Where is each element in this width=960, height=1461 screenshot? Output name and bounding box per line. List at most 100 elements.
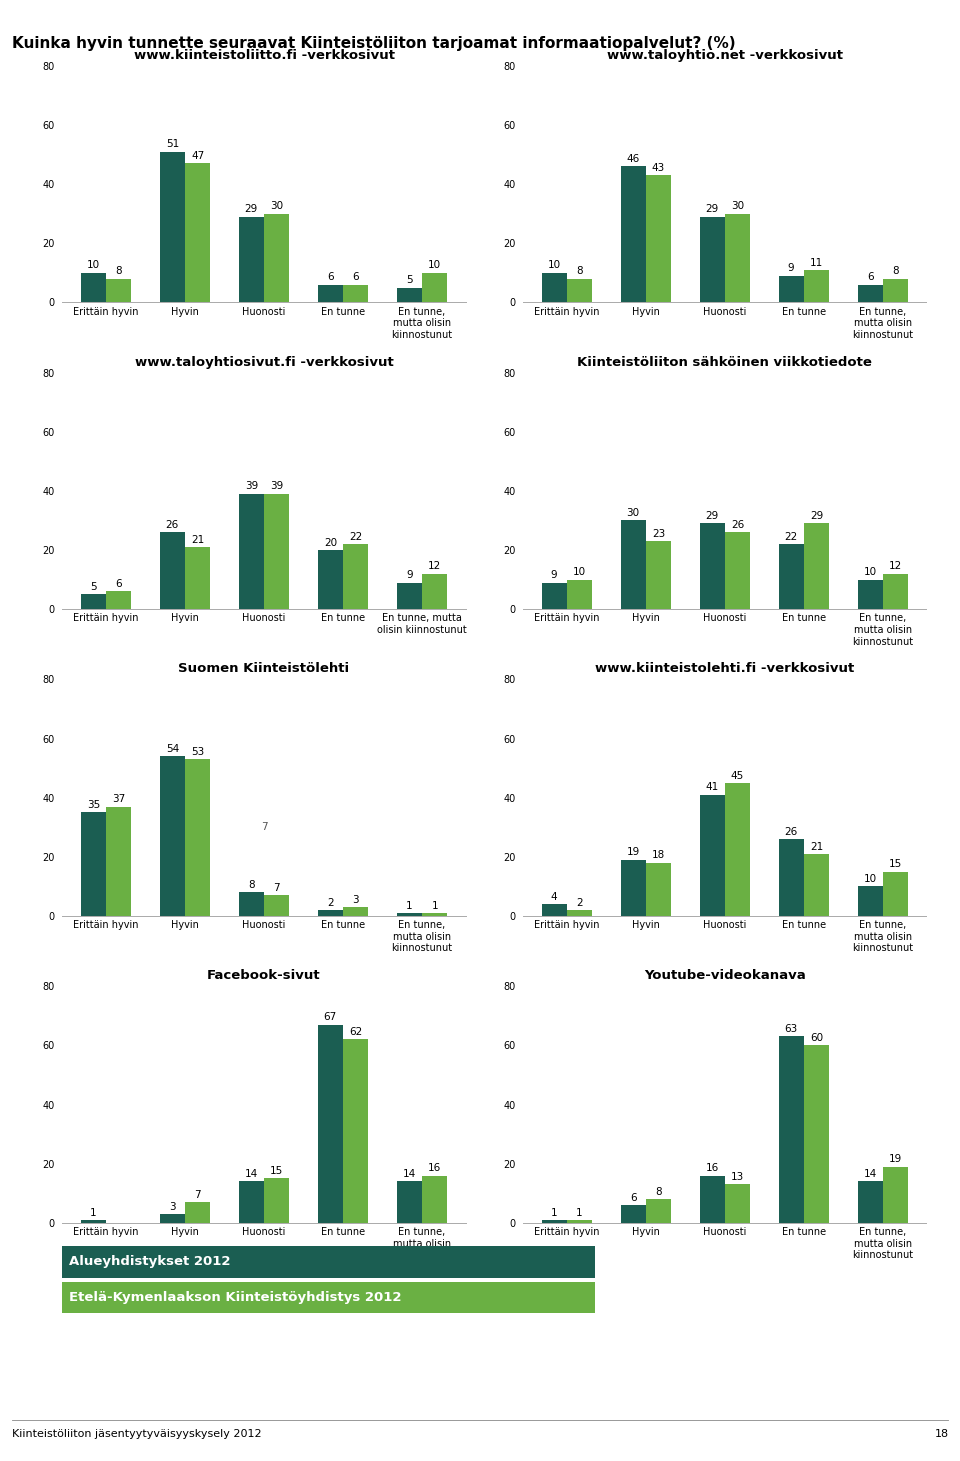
Text: 26: 26 bbox=[166, 520, 179, 530]
Text: 37: 37 bbox=[112, 795, 125, 804]
Text: 16: 16 bbox=[706, 1163, 719, 1173]
Text: 3: 3 bbox=[169, 1201, 176, 1211]
Text: 67: 67 bbox=[324, 1012, 337, 1023]
Bar bbox=[883, 872, 908, 916]
Text: 9: 9 bbox=[788, 263, 795, 273]
Bar bbox=[620, 1205, 646, 1223]
Text: 22: 22 bbox=[349, 532, 362, 542]
Text: 1: 1 bbox=[90, 1208, 97, 1217]
Bar bbox=[725, 783, 750, 916]
Text: 41: 41 bbox=[706, 783, 719, 792]
Bar bbox=[318, 910, 343, 916]
Bar bbox=[318, 1024, 343, 1223]
Bar bbox=[106, 279, 132, 302]
Bar bbox=[883, 1167, 908, 1223]
Text: 1: 1 bbox=[576, 1208, 583, 1217]
Bar bbox=[566, 1220, 592, 1223]
Bar bbox=[159, 757, 185, 916]
Text: 14: 14 bbox=[245, 1169, 258, 1179]
Bar bbox=[422, 1176, 447, 1223]
Bar bbox=[185, 546, 210, 609]
Bar bbox=[422, 273, 447, 302]
Bar bbox=[883, 574, 908, 609]
Bar bbox=[185, 164, 210, 302]
Bar bbox=[804, 523, 829, 609]
Bar bbox=[159, 152, 185, 302]
Bar bbox=[700, 216, 725, 302]
Bar bbox=[422, 574, 447, 609]
Text: 6: 6 bbox=[327, 272, 334, 282]
Title: Kiinteistöliiton sähköinen viikkotiedote: Kiinteistöliiton sähköinen viikkotiedote bbox=[577, 355, 873, 368]
Bar bbox=[857, 285, 883, 302]
Bar bbox=[646, 863, 671, 916]
Bar bbox=[396, 1182, 422, 1223]
Text: Alueyhdistykset 2012: Alueyhdistykset 2012 bbox=[69, 1255, 230, 1268]
Bar bbox=[106, 592, 132, 609]
Text: 26: 26 bbox=[784, 827, 798, 837]
Text: 1: 1 bbox=[431, 901, 438, 910]
Text: 63: 63 bbox=[784, 1024, 798, 1034]
Text: 21: 21 bbox=[810, 842, 823, 852]
Bar bbox=[804, 270, 829, 302]
Text: 1: 1 bbox=[406, 901, 413, 910]
Text: 10: 10 bbox=[864, 874, 876, 884]
Text: 5: 5 bbox=[90, 581, 97, 592]
Bar bbox=[396, 913, 422, 916]
Text: 8: 8 bbox=[115, 266, 122, 276]
Text: 35: 35 bbox=[86, 801, 100, 811]
Text: 45: 45 bbox=[731, 770, 744, 780]
Text: 10: 10 bbox=[573, 567, 586, 577]
Title: www.kiinteistoliitto.fi -verkkosivut: www.kiinteistoliitto.fi -verkkosivut bbox=[133, 48, 395, 61]
Bar bbox=[646, 175, 671, 302]
Title: Suomen Kiinteistölehti: Suomen Kiinteistölehti bbox=[179, 662, 349, 675]
Text: 8: 8 bbox=[655, 1186, 661, 1197]
Text: 53: 53 bbox=[191, 747, 204, 757]
Text: 43: 43 bbox=[652, 162, 665, 172]
Text: 19: 19 bbox=[889, 1154, 902, 1164]
Bar bbox=[264, 896, 289, 916]
Bar bbox=[159, 532, 185, 609]
Bar bbox=[318, 551, 343, 609]
Bar bbox=[185, 1202, 210, 1223]
Text: 20: 20 bbox=[324, 538, 337, 548]
Text: 14: 14 bbox=[864, 1169, 876, 1179]
Bar bbox=[343, 285, 369, 302]
Text: 14: 14 bbox=[403, 1169, 416, 1179]
Bar bbox=[620, 520, 646, 609]
Bar bbox=[343, 543, 369, 609]
Bar bbox=[185, 760, 210, 916]
Text: 6: 6 bbox=[115, 579, 122, 589]
Bar bbox=[159, 1214, 185, 1223]
Text: 7: 7 bbox=[261, 823, 267, 833]
Text: 9: 9 bbox=[551, 570, 558, 580]
Bar bbox=[857, 580, 883, 609]
Text: 19: 19 bbox=[627, 847, 639, 858]
Bar bbox=[700, 523, 725, 609]
Text: 47: 47 bbox=[191, 150, 204, 161]
Bar bbox=[106, 806, 132, 916]
Text: 12: 12 bbox=[428, 561, 442, 571]
Text: 8: 8 bbox=[576, 266, 583, 276]
Text: 6: 6 bbox=[867, 272, 874, 282]
Text: 1: 1 bbox=[551, 1208, 558, 1217]
Bar bbox=[857, 887, 883, 916]
Title: www.kiinteistolehti.fi -verkkosivut: www.kiinteistolehti.fi -verkkosivut bbox=[595, 662, 854, 675]
Text: 8: 8 bbox=[248, 880, 254, 890]
Text: 30: 30 bbox=[270, 202, 283, 212]
Bar bbox=[725, 1185, 750, 1223]
Text: 10: 10 bbox=[864, 567, 876, 577]
Text: 10: 10 bbox=[547, 260, 561, 270]
Text: 5: 5 bbox=[406, 275, 413, 285]
Bar bbox=[396, 288, 422, 302]
Text: 29: 29 bbox=[706, 511, 719, 522]
Title: www.taloyhtio.net -verkkosivut: www.taloyhtio.net -verkkosivut bbox=[607, 48, 843, 61]
Bar bbox=[779, 276, 804, 302]
Bar bbox=[422, 913, 447, 916]
Bar bbox=[857, 1182, 883, 1223]
Text: 6: 6 bbox=[352, 272, 359, 282]
Text: 18: 18 bbox=[934, 1429, 948, 1439]
Text: 8: 8 bbox=[892, 266, 899, 276]
Bar bbox=[566, 580, 592, 609]
Text: 2: 2 bbox=[576, 897, 583, 907]
Text: 21: 21 bbox=[191, 535, 204, 545]
